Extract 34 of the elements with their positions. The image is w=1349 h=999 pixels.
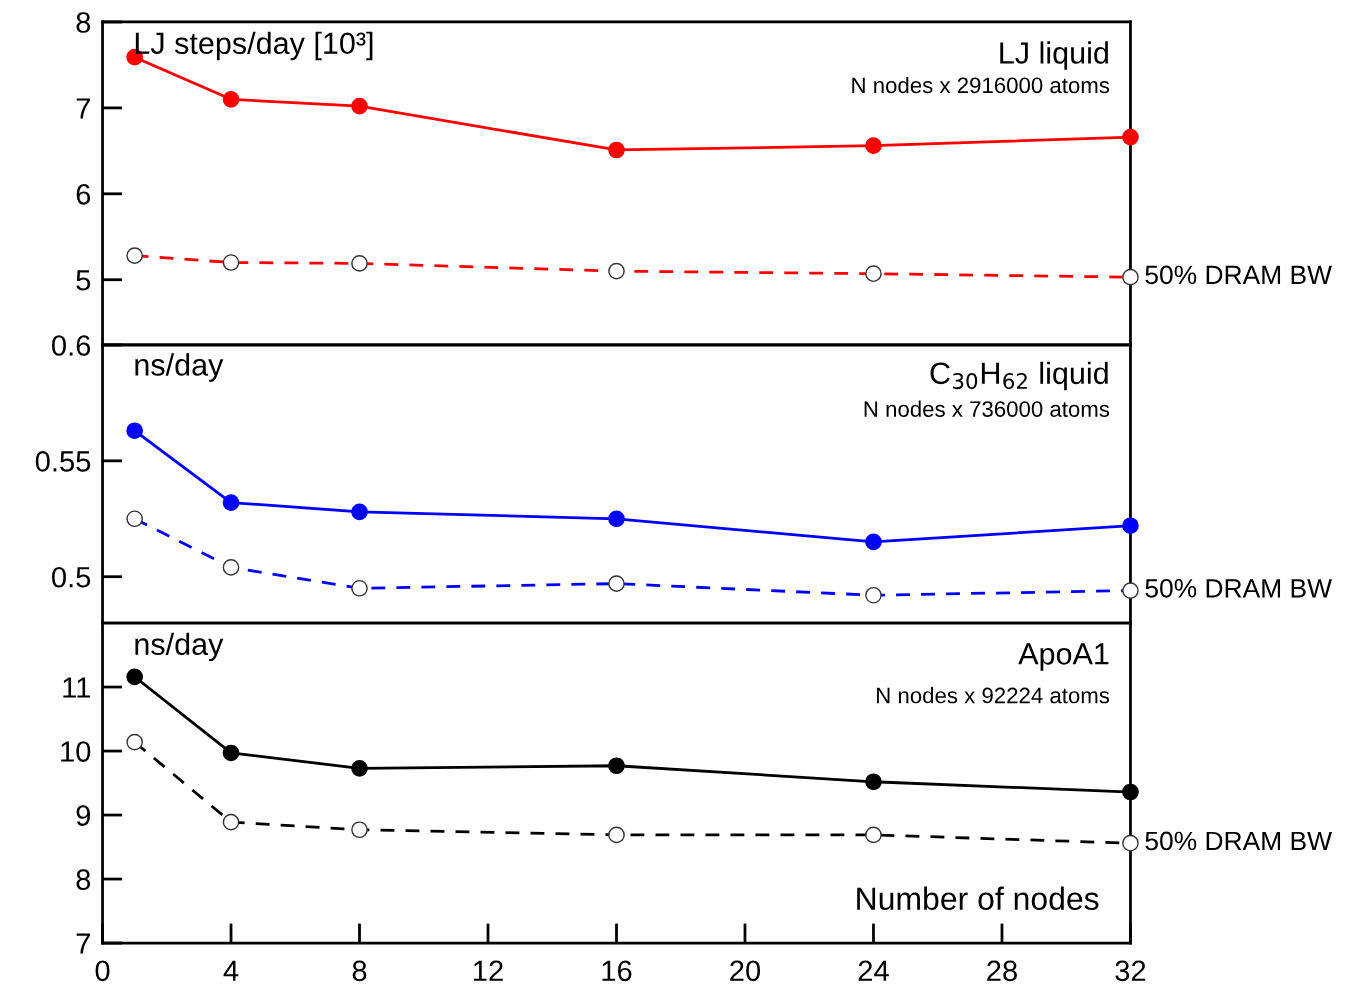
x-tick-label: 20 [730,960,761,982]
x-tick-label: 24 [858,960,889,981]
series-label: 50% DRAM BW [1145,831,1332,851]
x-tick-label: 4 [223,960,239,981]
y-axis-title: LJ steps/day [10³] [135,31,373,61]
y-tick-label: 0.6 [52,335,91,356]
text: N nodes x 2916000 atoms [852,76,1110,94]
text: N nodes x 92224 atoms [877,687,1110,704]
x-tick-label: 16 [602,960,632,982]
y-tick-label: 7 [76,933,90,954]
series-label: 50% DRAM BW [1145,578,1332,598]
x-tick-label: 8 [352,960,367,982]
y-tick-label: 10 [61,741,91,762]
x-axis-title: Number of nodes [857,886,1099,911]
y-axis-title: ns/day [135,632,224,662]
x-tick-label: 28 [987,960,1017,982]
chart-title: C$_{30}$H$_{62}$ liquid [930,361,1108,391]
y-tick-label: 5 [76,270,91,291]
y-tick-label: 11 [63,677,90,698]
y-tick-label: 8 [76,869,91,890]
y-tick-label: 0.55 [35,451,91,472]
text: ApoA1 [1018,643,1109,671]
y-tick-label: 7 [76,98,90,119]
y-tick-label: 8 [76,12,91,33]
y-tick-label: 6 [76,184,91,205]
series-label: 50% DRAM BW [1145,265,1332,285]
x-tick-label: 32 [1115,960,1146,982]
y-axis-title: ns/day [135,353,224,382]
text: N nodes x 736000 atoms [864,400,1110,417]
y-tick-label: 9 [76,805,91,826]
text: LJ liquid [1000,41,1108,70]
x-tick-label: 0 [95,960,110,982]
y-tick-label: 0.5 [52,566,91,588]
x-tick-label: 12 [474,960,503,981]
